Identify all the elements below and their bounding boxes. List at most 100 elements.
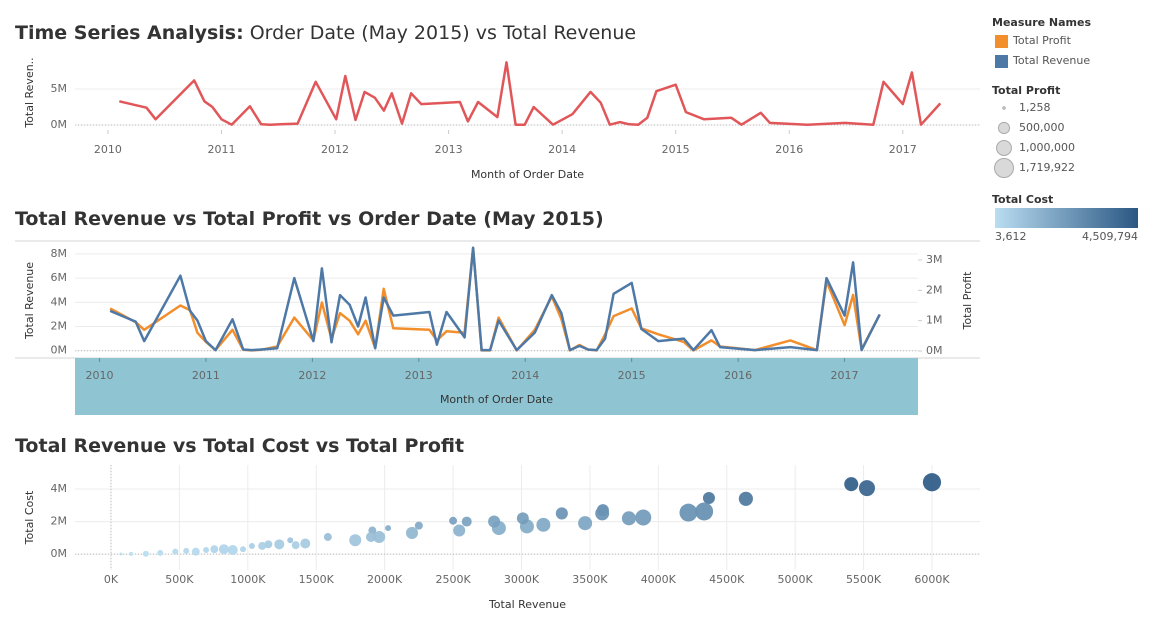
- bubble: [157, 549, 164, 556]
- chart-title: Total Revenue vs Total Profit vs Order D…: [15, 208, 604, 230]
- bubble: [300, 538, 311, 549]
- x-tick-label: 2014: [511, 369, 539, 382]
- y2-tick-label: 1M: [926, 314, 943, 327]
- y-axis-label: Total Cost: [23, 490, 36, 545]
- chart-title: Total Revenue vs Total Cost vs Total Pro…: [15, 435, 464, 457]
- size-legend-mark: [997, 121, 1011, 135]
- bubble: [365, 532, 376, 542]
- line: [109, 246, 881, 352]
- chart-title-detail: Order Date (May 2015) vs Total Revenue: [250, 22, 636, 44]
- chart-title-main: Time Series Analysis:: [15, 22, 244, 44]
- bubble: [373, 530, 386, 544]
- x-tick-label: 1000K: [230, 573, 266, 586]
- x-tick-label: 2017: [831, 369, 859, 382]
- legend-label: Total Revenue: [1012, 54, 1090, 67]
- x-tick-label: 5000K: [778, 573, 814, 586]
- legend-label: 4,509,794: [1082, 230, 1138, 243]
- y-axis-label: Total Reven..: [23, 57, 36, 128]
- size-legend-mark: [996, 140, 1012, 156]
- bubble: [128, 551, 133, 556]
- bubble: [414, 521, 423, 530]
- bubble: [635, 509, 652, 526]
- y2-tick-label: 3M: [926, 253, 943, 266]
- bubble: [453, 524, 466, 537]
- x-tick-label: 2016: [724, 369, 752, 382]
- bubble: [679, 503, 698, 522]
- legend-label: 1,719,922: [1019, 161, 1075, 174]
- bubble: [844, 477, 859, 492]
- y-tick-label: 4M: [51, 482, 68, 495]
- bubble: [287, 537, 294, 544]
- y-tick-label: 8M: [51, 247, 68, 260]
- legend-label: Total Profit: [1012, 34, 1072, 47]
- bubble: [555, 507, 568, 520]
- bubble: [922, 473, 942, 492]
- bubble: [274, 539, 285, 550]
- legend-label: 1,000,000: [1019, 141, 1075, 154]
- x-tick-label: 2013: [405, 369, 433, 382]
- bubble: [142, 550, 149, 557]
- bubble: [119, 552, 123, 556]
- y-tick-label: 4M: [51, 295, 68, 308]
- bubble: [695, 502, 714, 521]
- bubble: [461, 516, 472, 527]
- y-tick-label: 0M: [51, 344, 68, 357]
- x-tick-label: 6000K: [914, 573, 950, 586]
- bubble: [385, 525, 392, 532]
- x-axis-label: Total Revenue: [488, 598, 566, 611]
- x-tick-label: 2016: [775, 143, 803, 156]
- size-legend-mark: [1002, 106, 1006, 110]
- bubble: [858, 480, 875, 497]
- x-axis-label: Month of Order Date: [471, 168, 584, 181]
- x-tick-label: 2015: [662, 143, 690, 156]
- bubble: [191, 547, 200, 556]
- x-tick-label: 1500K: [299, 573, 335, 586]
- chart-title-main: Total Revenue vs Total Profit vs Order D…: [15, 208, 604, 230]
- y-tick-label: 6M: [51, 271, 68, 284]
- x-tick-label: 3500K: [572, 573, 608, 586]
- bubble: [702, 491, 715, 505]
- bubble: [578, 516, 593, 531]
- bubble: [291, 541, 300, 550]
- y-tick-label: 2M: [51, 515, 68, 528]
- bubble: [449, 516, 458, 525]
- legend-label: 500,000: [1019, 121, 1065, 134]
- chart-title: Time Series Analysis: Order Date (May 201…: [15, 22, 636, 44]
- x-axis-label: Month of Order Date: [440, 393, 553, 406]
- x-tick-label: 2012: [321, 143, 349, 156]
- x-tick-label: 2011: [192, 369, 220, 382]
- bubble: [183, 547, 190, 554]
- legend-label: 3,612: [995, 230, 1027, 243]
- bubble: [258, 541, 267, 550]
- x-tick-label: 3000K: [504, 573, 540, 586]
- bubble: [488, 515, 501, 528]
- bubble: [323, 533, 332, 541]
- bubble: [203, 547, 210, 554]
- legend-title: Total Profit: [992, 84, 1060, 97]
- y-tick-label: 0M: [51, 118, 68, 131]
- bubble: [516, 512, 529, 525]
- legend-swatch: [995, 55, 1008, 68]
- x-tick-label: 0K: [104, 573, 119, 586]
- bubble: [738, 491, 753, 506]
- legend-title: Measure Names: [992, 16, 1091, 29]
- y-axis-label: Total Revenue: [23, 262, 36, 340]
- size-legend-mark: [994, 158, 1014, 178]
- bubble: [248, 542, 255, 549]
- x-tick-label: 2000K: [367, 573, 403, 586]
- bubble: [405, 526, 419, 539]
- x-tick-label: 4000K: [641, 573, 677, 586]
- x-tick-label: 2012: [298, 369, 326, 382]
- bubble: [227, 545, 238, 556]
- bubble: [536, 517, 551, 532]
- x-tick-label: 2015: [618, 369, 646, 382]
- bubble: [621, 511, 636, 526]
- y-tick-label: 2M: [51, 320, 68, 333]
- x-tick-label: 2010: [85, 369, 113, 382]
- x-tick-label: 2014: [548, 143, 576, 156]
- axis-highlight: [75, 358, 918, 415]
- y-tick-label: 5M: [51, 82, 68, 95]
- bubble: [349, 534, 362, 547]
- y2-tick-label: 2M: [926, 283, 943, 296]
